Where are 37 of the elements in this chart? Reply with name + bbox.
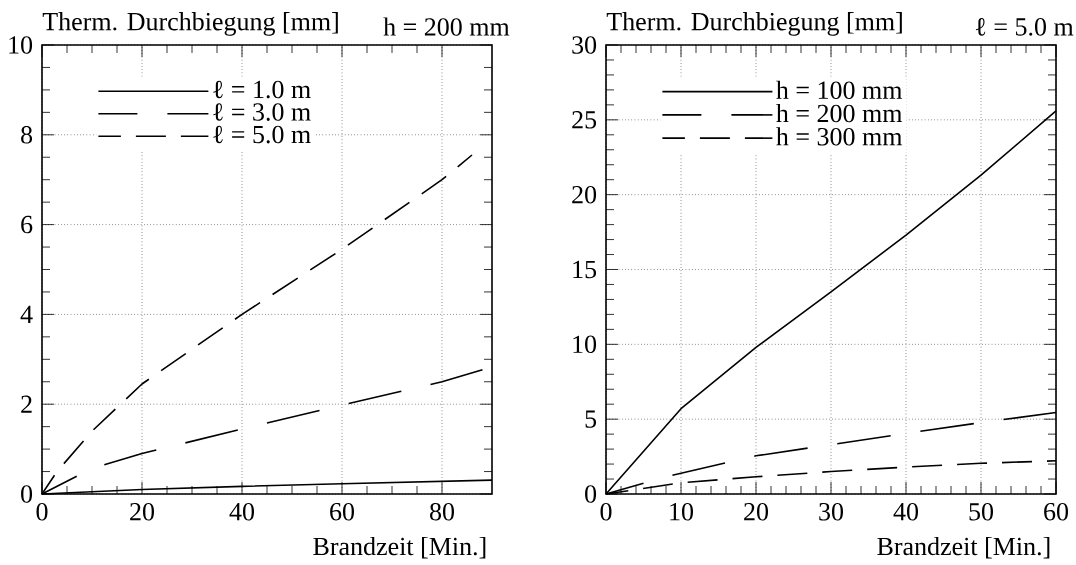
- legend-label: h = 300 mm: [776, 127, 903, 146]
- y-tick-label: 20: [572, 185, 597, 204]
- y-tick-label: 8: [21, 126, 33, 144]
- y-tick-label: 10: [9, 36, 33, 54]
- y-tick-label: 0: [21, 485, 33, 503]
- x-tick-label: 80: [430, 502, 454, 521]
- x-tick-label: 50: [969, 502, 994, 521]
- x-tick-label: 60: [1044, 502, 1069, 521]
- x-tick-label: 30: [819, 502, 844, 521]
- x-tick-label: 10: [670, 502, 694, 521]
- legend-label: ℓ = 3.0 m: [213, 103, 311, 121]
- x-tick-label: 20: [130, 502, 154, 521]
- y-tick-label: 15: [573, 260, 597, 279]
- y-tick-label: 25: [572, 111, 597, 129]
- x-axis-title: Brandzeit [Min.]: [877, 536, 1050, 559]
- x-tick-label: 0: [36, 502, 48, 521]
- x-axis-title: Brandzeit [Min.]: [313, 536, 486, 559]
- y-tick-label: 6: [21, 215, 33, 234]
- chart-subtitle: h = 200 mm: [383, 17, 510, 36]
- legend-label: ℓ = 1.0 m: [213, 80, 311, 99]
- y-tick-label: 4: [20, 305, 33, 323]
- y-axis-title: Therm. Durchbiegung [mm]: [42, 12, 338, 36]
- y-tick-label: 30: [572, 36, 597, 54]
- x-tick-label: 20: [744, 502, 769, 521]
- x-tick-label: 40: [893, 502, 919, 521]
- legend-label: h = 100 mm: [776, 80, 903, 99]
- y-tick-label: 10: [573, 335, 597, 354]
- y-tick-label: 0: [585, 485, 597, 503]
- y-tick-label: 5: [585, 410, 597, 428]
- x-tick-label: 60: [330, 502, 354, 521]
- y-axis-title: Therm. Durchbiegung [mm]: [606, 12, 902, 36]
- y-tick-label: 2: [21, 395, 32, 413]
- x-tick-label: 0: [600, 502, 612, 521]
- chart-subtitle: ℓ = 5.0 m: [975, 18, 1074, 36]
- legend-label: h = 200 mm: [776, 103, 903, 123]
- legend-label: ℓ = 5.0 m: [213, 125, 311, 144]
- x-tick-label: 40: [229, 502, 254, 521]
